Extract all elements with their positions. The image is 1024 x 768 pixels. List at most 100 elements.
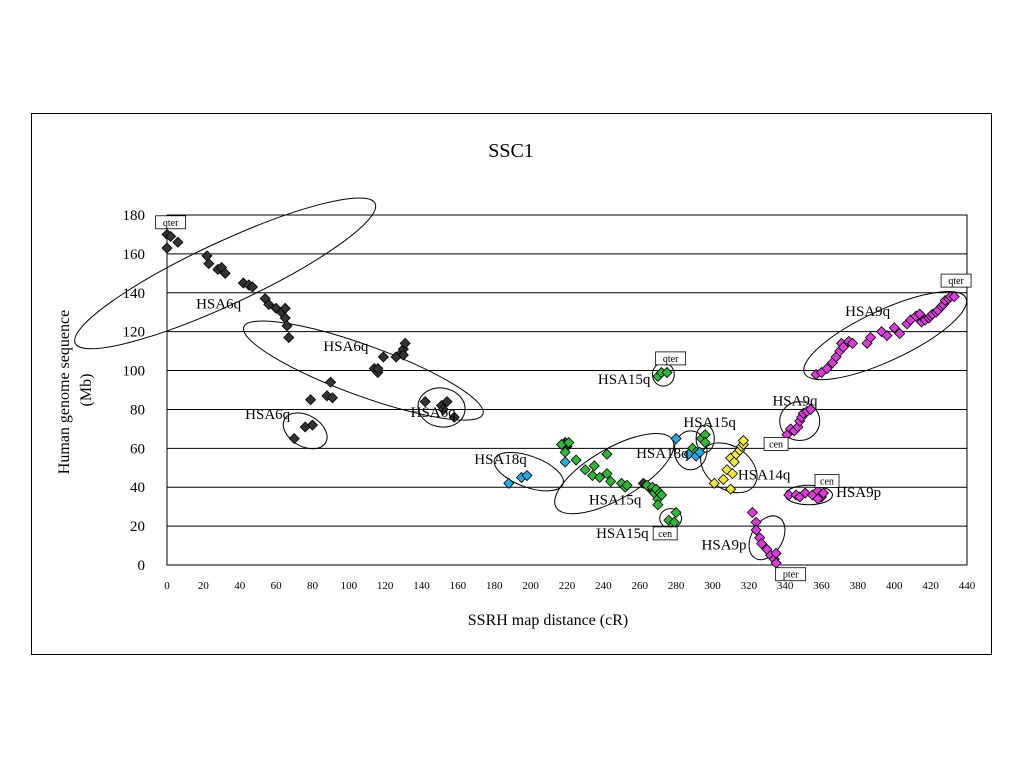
data-point	[670, 506, 682, 519]
data-point	[588, 460, 600, 472]
data-point	[219, 267, 231, 279]
data-point	[746, 506, 759, 519]
data-point	[621, 479, 633, 491]
y-axis-label-line1: Human genome sequence	[56, 310, 73, 474]
data-point	[437, 403, 449, 416]
data-point	[246, 281, 259, 293]
x-tick-label: 380	[850, 580, 867, 592]
x-tick-labels: 0 20 40 60 80 100 120 140 160 180 200 220 240 260 280 3…	[164, 580, 976, 592]
data-point	[750, 524, 762, 536]
data-point	[601, 448, 613, 460]
tag-label: cen	[769, 439, 783, 450]
data-point	[559, 456, 571, 468]
data-point	[605, 475, 617, 487]
data-point	[579, 464, 591, 476]
data-point	[521, 469, 533, 482]
x-tick-label: 360	[813, 580, 830, 592]
group-label: HSA9q	[845, 304, 891, 320]
tag-box	[940, 273, 972, 288]
group-label: HSA14q	[738, 467, 791, 483]
group-ellipse	[74, 197, 377, 350]
x-tick-label: 440	[959, 580, 976, 592]
y-tick-label: 120	[123, 325, 146, 341]
data-point	[708, 477, 720, 489]
x-tick-label: 260	[631, 580, 648, 592]
group-label: HSA18q	[474, 452, 527, 468]
y-tick-label: 100	[123, 364, 146, 380]
data-point	[570, 454, 582, 466]
data-point	[655, 489, 668, 501]
data-point	[503, 477, 515, 489]
data-point	[203, 258, 215, 270]
group-label: HSA15q	[596, 526, 649, 542]
grid-layer	[167, 214, 967, 566]
group-ellipse	[673, 430, 708, 471]
x-tick-label: 20	[198, 580, 210, 592]
group-ellipse	[417, 387, 466, 428]
y-tick-label: 140	[123, 286, 146, 302]
group-label: HSA9q	[772, 394, 818, 410]
x-tick-label: 200	[522, 580, 539, 592]
data-point	[717, 473, 729, 486]
plot-area	[166, 214, 968, 566]
data-point	[326, 392, 339, 404]
group-labels: HSA6q HSA6q HSA6q HSA6q HSA15q HSA18q HSA18q HS…	[196, 296, 891, 553]
y-tick-label: 20	[130, 519, 145, 535]
data-point	[725, 483, 737, 495]
chart-frame	[31, 113, 992, 655]
x-tick-label: 340	[777, 580, 794, 592]
data-point	[325, 376, 337, 388]
data-point	[165, 230, 177, 242]
y-axis-label: Human genome sequence (Mb)	[56, 306, 95, 474]
y-tick-label: 80	[130, 402, 145, 418]
data-point	[821, 363, 833, 375]
data-point	[755, 538, 768, 550]
y-tick-labels: 0 20 40 60 80 100 120 140 160 180	[123, 208, 146, 574]
tag-box	[655, 351, 687, 366]
data-point	[894, 328, 906, 340]
x-tick-label: 40	[234, 580, 246, 592]
data-point	[881, 329, 893, 342]
x-tick-label: 420	[922, 580, 939, 592]
group-label: HSA18q	[636, 446, 689, 462]
data-points	[161, 228, 960, 569]
data-point	[419, 396, 431, 408]
data-point	[172, 236, 184, 248]
data-point	[594, 471, 606, 484]
x-tick-label: 0	[164, 580, 170, 592]
group-label: HSA15q	[589, 493, 642, 509]
data-point	[661, 366, 673, 379]
x-tick-label: 300	[704, 580, 721, 592]
data-point	[306, 419, 319, 431]
data-point	[305, 394, 317, 406]
tag-label: qter	[163, 218, 179, 229]
data-point	[726, 468, 739, 480]
x-tick-label: 100	[341, 580, 358, 592]
x-tick-label: 160	[450, 580, 467, 592]
data-point	[441, 396, 453, 408]
x-tick-label: 80	[307, 580, 319, 592]
tag-box	[652, 526, 678, 541]
x-tick-label: 320	[741, 580, 758, 592]
data-point	[865, 331, 877, 344]
data-point	[728, 456, 740, 468]
x-tick-label: 120	[377, 580, 394, 592]
data-point	[283, 331, 295, 344]
tag-label: cen	[820, 476, 834, 487]
data-point	[601, 468, 613, 480]
data-point	[805, 403, 817, 416]
x-tick-label: 280	[668, 580, 685, 592]
y-tick-label: 60	[130, 441, 145, 457]
data-point	[948, 291, 960, 303]
x-tick-label: 140	[413, 580, 430, 592]
group-label: HSA6q	[196, 296, 242, 312]
data-point	[263, 298, 275, 311]
chart-title: SSC1	[488, 140, 534, 162]
data-point	[770, 547, 782, 559]
data-point	[281, 320, 293, 332]
tag-label: qter	[948, 276, 964, 287]
tag-box	[814, 473, 840, 488]
y-tick-label: 40	[130, 480, 145, 496]
group-label: HSA9p	[836, 485, 881, 501]
